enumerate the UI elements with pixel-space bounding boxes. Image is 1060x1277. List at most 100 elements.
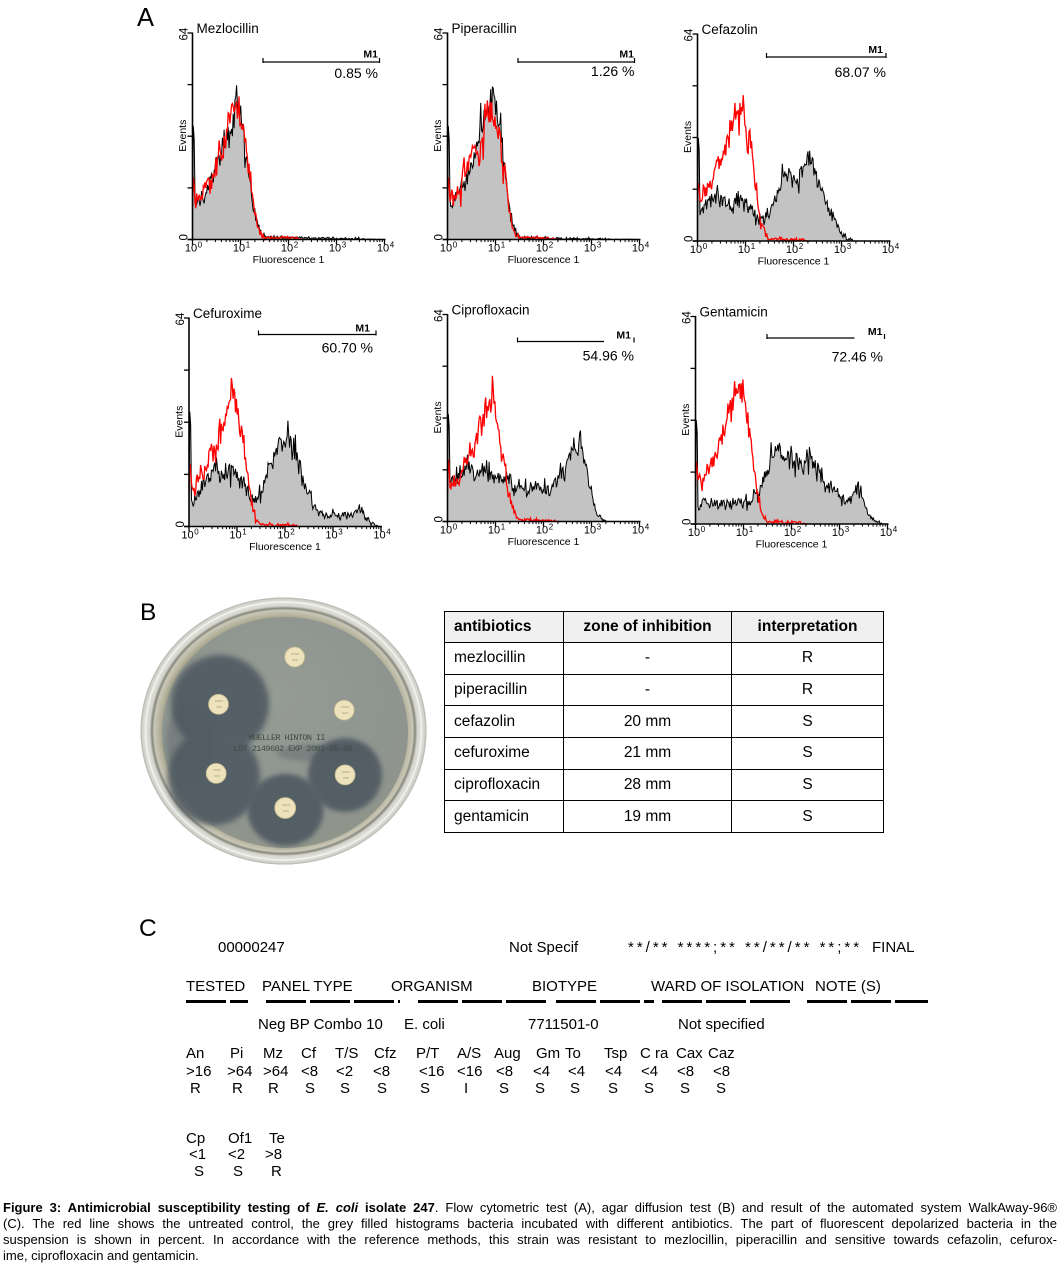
svg-text:64: 64: [434, 27, 446, 40]
svg-text:Cefazolin: Cefazolin: [702, 22, 758, 37]
svg-text:Events: Events: [177, 120, 189, 152]
svg-text:64: 64: [434, 309, 446, 322]
svg-text:10: 10: [690, 244, 702, 256]
svg-text:10: 10: [185, 243, 197, 255]
svg-text:10: 10: [536, 243, 548, 255]
svg-text:0: 0: [194, 528, 199, 537]
svg-text:68.07 %: 68.07 %: [835, 64, 886, 80]
svg-text:10: 10: [377, 243, 389, 255]
svg-text:10: 10: [738, 244, 750, 256]
svg-text:M1: M1: [619, 49, 634, 61]
svg-text:0: 0: [198, 241, 203, 250]
svg-text:10: 10: [834, 244, 846, 256]
svg-text:10: 10: [880, 527, 892, 539]
svg-text:10: 10: [325, 530, 337, 542]
svg-text:M1: M1: [616, 330, 631, 342]
svg-text:10: 10: [488, 243, 500, 255]
svg-text:Events: Events: [432, 120, 444, 152]
svg-text:64: 64: [682, 311, 694, 324]
svg-text:M1: M1: [868, 326, 883, 338]
svg-text:2: 2: [290, 528, 295, 537]
svg-text:Events: Events: [174, 406, 186, 438]
svg-text:10: 10: [281, 243, 293, 255]
svg-text:3: 3: [342, 241, 347, 250]
svg-text:0.85 %: 0.85 %: [334, 65, 378, 81]
svg-text:10: 10: [786, 244, 798, 256]
svg-text:M1: M1: [355, 323, 370, 335]
svg-text:0: 0: [434, 516, 446, 522]
svg-text:A: A: [137, 4, 154, 32]
svg-text:Gentamicin: Gentamicin: [700, 305, 768, 320]
svg-text:Piperacillin: Piperacillin: [452, 21, 517, 36]
svg-text:10: 10: [632, 525, 644, 537]
svg-text:4: 4: [893, 525, 898, 534]
svg-text:Fluorescence 1: Fluorescence 1: [508, 536, 580, 548]
svg-text:10: 10: [882, 244, 894, 256]
svg-text:1: 1: [501, 241, 506, 250]
svg-text:Fluorescence 1: Fluorescence 1: [758, 256, 830, 268]
svg-text:2: 2: [799, 242, 804, 251]
svg-text:10: 10: [488, 525, 500, 537]
svg-text:0: 0: [434, 234, 446, 240]
svg-text:3: 3: [597, 241, 602, 250]
svg-text:0: 0: [453, 241, 458, 250]
svg-text:3: 3: [338, 528, 343, 537]
svg-text:10: 10: [277, 530, 289, 542]
svg-text:M1: M1: [868, 44, 883, 56]
svg-text:10: 10: [632, 243, 644, 255]
svg-text:10: 10: [373, 530, 385, 542]
svg-text:LOT 2149602 EXP 2002-05-09: LOT 2149602 EXP 2002-05-09: [234, 744, 353, 754]
svg-text:Events: Events: [682, 121, 694, 153]
svg-text:Fluorescence 1: Fluorescence 1: [756, 539, 828, 551]
svg-text:10: 10: [440, 525, 452, 537]
svg-text:2: 2: [294, 241, 299, 250]
svg-text:3: 3: [597, 523, 602, 532]
svg-text:Ciprofloxacin: Ciprofloxacin: [452, 303, 530, 318]
svg-text:1: 1: [749, 525, 754, 534]
svg-text:10: 10: [329, 243, 341, 255]
svg-text:10: 10: [688, 527, 700, 539]
svg-text:10: 10: [233, 243, 245, 255]
svg-text:54.96 %: 54.96 %: [583, 348, 634, 364]
svg-text:0: 0: [703, 242, 708, 251]
svg-text:3: 3: [845, 525, 850, 534]
svg-text:10: 10: [181, 530, 193, 542]
svg-text:64: 64: [179, 27, 191, 40]
svg-text:10: 10: [832, 527, 844, 539]
svg-text:4: 4: [386, 528, 391, 537]
svg-text:1: 1: [501, 523, 506, 532]
svg-text:4: 4: [645, 241, 650, 250]
svg-text:0: 0: [179, 234, 191, 240]
svg-text:1: 1: [246, 241, 251, 250]
svg-text:0: 0: [682, 519, 694, 525]
svg-text:1: 1: [242, 528, 247, 537]
svg-text:10: 10: [536, 525, 548, 537]
svg-text:2: 2: [797, 525, 802, 534]
svg-text:Mezlocillin: Mezlocillin: [197, 21, 259, 36]
svg-text:0: 0: [453, 523, 458, 532]
svg-text:4: 4: [895, 242, 900, 251]
svg-text:10: 10: [584, 243, 596, 255]
svg-text:10: 10: [736, 527, 748, 539]
svg-text:10: 10: [584, 525, 596, 537]
svg-text:1.26 %: 1.26 %: [591, 63, 635, 79]
svg-text:M1: M1: [363, 49, 378, 61]
svg-text:3: 3: [847, 242, 852, 251]
svg-text:10: 10: [784, 527, 796, 539]
svg-text:64: 64: [684, 28, 696, 41]
svg-text:0: 0: [701, 525, 706, 534]
svg-text:1: 1: [751, 242, 756, 251]
svg-text:0: 0: [684, 236, 696, 242]
svg-text:10: 10: [229, 530, 241, 542]
svg-text:Events: Events: [432, 401, 444, 433]
svg-text:Fluorescence 1: Fluorescence 1: [508, 254, 580, 266]
svg-text:2: 2: [549, 523, 554, 532]
svg-text:10: 10: [440, 243, 452, 255]
svg-text:2: 2: [549, 241, 554, 250]
svg-text:64: 64: [175, 312, 187, 325]
svg-text:0: 0: [175, 521, 187, 527]
svg-text:60.70 %: 60.70 %: [322, 340, 373, 356]
svg-text:MUELLER HINTON II: MUELLER HINTON II: [249, 733, 326, 743]
svg-text:Fluorescence 1: Fluorescence 1: [253, 254, 325, 266]
svg-text:Cefuroxime: Cefuroxime: [193, 306, 262, 321]
